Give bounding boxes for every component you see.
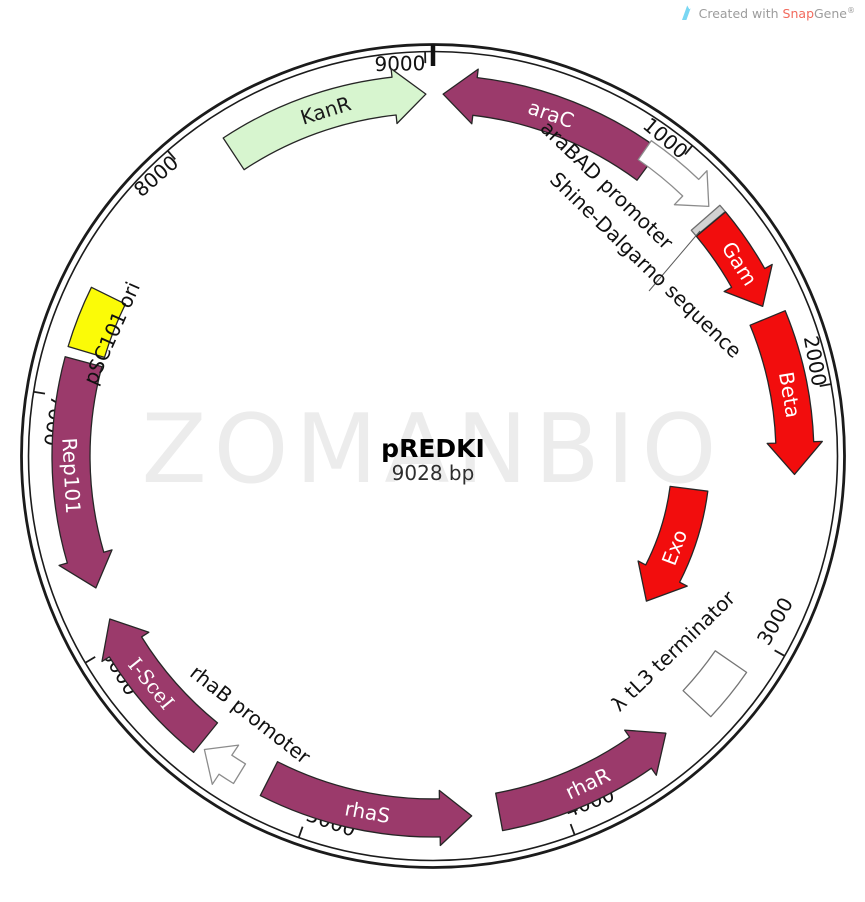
tick-3000 (774, 649, 785, 657)
feature-arrow-rhaB-promoter (203, 744, 247, 785)
credit-text: Created with SnapGene® (699, 6, 855, 21)
feature-arrow-rhaR (495, 729, 667, 832)
tick-2000 (819, 383, 831, 387)
snapgene-credit: Created with SnapGene® (681, 5, 855, 21)
feature-arrow-Beta (749, 310, 823, 476)
credit-brand-snap: Snap (782, 5, 814, 21)
tick-7000 (33, 391, 46, 395)
tick-1000 (684, 145, 693, 155)
feature-arrow-Rep101 (51, 356, 113, 589)
plasmid-name: pREDKI (381, 434, 485, 463)
feature-arrow-I-SceI (101, 618, 219, 754)
watermark-text: ZOMANBIO (141, 395, 724, 505)
registered-mark: ® (847, 5, 855, 15)
feature-arrow-araBAD-promoter (637, 140, 710, 208)
tick-label-9000: 9000 (374, 51, 425, 76)
feature-label-Rep101: Rep101 (57, 437, 85, 514)
snapgene-logo-icon (681, 5, 691, 20)
feature-arrow-araC (442, 68, 661, 181)
feature-box-pSC101-ori (67, 286, 127, 359)
tick-6000 (85, 656, 96, 664)
tick-8000 (167, 150, 176, 160)
credit-prefix: Created with (698, 5, 783, 21)
plasmid-size: 9028 bp (391, 461, 475, 485)
credit-brand-gene: Gene (814, 5, 847, 21)
feature-arrow-Gam (695, 211, 773, 308)
tick-5000 (298, 826, 304, 838)
feature-box-tL3-terminator (682, 650, 748, 718)
tick-4000 (569, 823, 576, 835)
feature-arrow-rhaS (259, 761, 473, 847)
tick-label-3000: 3000 (752, 593, 798, 649)
feature-arrow-Exo (637, 485, 709, 602)
feature-arrow-KanR (222, 68, 427, 171)
leader-line-0 (648, 230, 701, 292)
plasmid-title-block: pREDKI 9028 bp (381, 434, 485, 485)
annotation-shine-dalgarno-label: Shine-Dalgarno sequence (545, 167, 746, 363)
